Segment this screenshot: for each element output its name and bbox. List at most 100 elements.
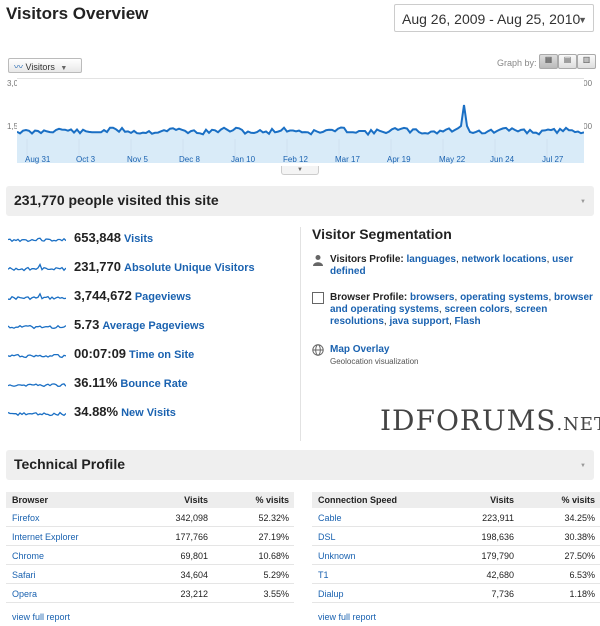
cell-value: 23,212	[180, 589, 208, 599]
metric-row: 00:07:09 Time on Site	[8, 346, 298, 366]
browser-view-full-report-link[interactable]: view full report	[12, 612, 71, 622]
metric-value: 34.88% New Visits	[74, 404, 176, 419]
row-name-link[interactable]: Unknown	[318, 551, 356, 561]
cell-value: 6.53%	[569, 570, 595, 580]
cell-value: 52.32%	[258, 513, 289, 523]
metric-value: 00:07:09 Time on Site	[74, 346, 195, 361]
sparkline	[8, 292, 66, 301]
x-label: Apr 19	[387, 155, 411, 164]
browser-and-os-link[interactable]: browser and operating systems	[330, 292, 593, 315]
table-row: DSL 198,636 30.38%	[312, 527, 600, 546]
technical-profile-banner: Technical Profile ▼	[6, 450, 594, 480]
operating-systems-link[interactable]: operating systems	[460, 292, 549, 303]
cell-value: 42,680	[486, 570, 514, 580]
window-icon	[312, 292, 324, 304]
collapse-graph-toggle[interactable]: ▼	[281, 166, 319, 175]
column-header[interactable]: % visits	[561, 495, 595, 505]
chevron-down-icon[interactable]: ▼	[580, 463, 586, 469]
metric-row: 36.11% Bounce Rate	[8, 375, 298, 395]
row-name-link[interactable]: Internet Explorer	[12, 532, 79, 542]
map-overlay-section: Map Overlay Geolocation visualization	[312, 344, 597, 368]
sparkline	[8, 237, 66, 243]
metric-label-link[interactable]: Time on Site	[129, 349, 195, 361]
metric-row: 231,770 Absolute Unique Visitors	[8, 259, 298, 279]
map-overlay-link[interactable]: Map Overlay	[330, 344, 390, 355]
week-view-icon: ▤	[563, 55, 572, 64]
x-label: Aug 31	[25, 155, 51, 164]
visitors-profile-section: Visitors Profile: languages, network loc…	[312, 254, 597, 278]
map-overlay-description: Geolocation visualization	[330, 357, 419, 366]
x-label: Jul 27	[542, 155, 564, 164]
column-header[interactable]: Connection Speed	[318, 495, 398, 505]
metric-label-link[interactable]: Bounce Rate	[120, 378, 188, 390]
day-view-icon: ▦	[544, 55, 553, 64]
java-support-link[interactable]: java support	[389, 316, 449, 327]
column-header[interactable]: Visits	[184, 495, 208, 505]
metric-value: 36.11% Bounce Rate	[74, 375, 188, 390]
metric-value: 653,848 Visits	[74, 230, 154, 245]
metric-value: 3,744,672 Pageviews	[74, 288, 192, 303]
row-name-link[interactable]: Cable	[318, 513, 342, 523]
summary-headline: 231,770 people visited this site	[14, 192, 219, 208]
chevron-down-icon[interactable]: ▼	[580, 199, 586, 205]
metric-label-link[interactable]: Average Pageviews	[102, 320, 205, 332]
row-name-link[interactable]: Firefox	[12, 513, 40, 523]
browser-profile-section: Browser Profile: browsers, operating sys…	[312, 292, 597, 328]
metric-label-link[interactable]: New Visits	[121, 407, 176, 419]
x-label: May 22	[439, 155, 466, 164]
section-divider	[300, 227, 301, 441]
table-header: Connection Speed Visits % visits	[312, 492, 600, 508]
date-range-picker[interactable]: Aug 26, 2009 - Aug 25, 2010 ▼	[394, 4, 594, 32]
graph-by-month-button[interactable]: ▥	[577, 54, 596, 69]
row-name-link[interactable]: Opera	[12, 589, 38, 599]
segmentation-title: Visitor Segmentation	[312, 226, 452, 242]
column-header[interactable]: Browser	[12, 495, 49, 505]
metric-row: 34.88% New Visits	[8, 404, 298, 424]
screen-resolutions-link[interactable]: screen resolutions	[330, 304, 548, 327]
cell-value: 223,911	[482, 513, 514, 523]
summary-banner: 231,770 people visited this site ▼	[6, 186, 594, 216]
sparkline	[8, 263, 66, 272]
row-name-link[interactable]: Dialup	[318, 589, 344, 599]
x-label: Jun 24	[490, 155, 515, 164]
table-row: Unknown 179,790 27.50%	[312, 546, 600, 565]
graph-by-label: Graph by:	[497, 58, 537, 68]
technical-profile-title: Technical Profile	[14, 456, 125, 472]
graph-by-day-button[interactable]: ▦	[539, 54, 558, 69]
column-header[interactable]: Visits	[490, 495, 514, 505]
user-defined-link[interactable]: user defined	[330, 254, 574, 277]
connection-view-full-report-link[interactable]: view full report	[318, 612, 377, 622]
sparkline	[8, 324, 66, 330]
cell-value: 177,766	[175, 532, 208, 542]
table-row: Chrome 69,801 10.68%	[6, 546, 294, 565]
flash-link[interactable]: Flash	[454, 316, 481, 327]
metric-select-label: Visitors	[25, 62, 55, 72]
chevron-down-icon: ▼	[578, 15, 587, 25]
cell-value: 34.25%	[564, 513, 595, 523]
metric-label-link[interactable]: Absolute Unique Visitors	[124, 262, 255, 274]
row-name-link[interactable]: Chrome	[12, 551, 45, 561]
metric-select-button[interactable]: 〰 Visitors ▼	[8, 58, 82, 73]
metric-value: 5.73 Average Pageviews	[74, 317, 205, 332]
chevron-down-icon: ▼	[60, 65, 68, 72]
cell-value: 198,636	[481, 532, 514, 542]
line-chart-icon: 〰	[14, 62, 24, 72]
row-name-link[interactable]: Safari	[12, 570, 36, 580]
row-name-link[interactable]: T1	[318, 570, 329, 580]
screen-colors-link[interactable]: screen colors	[444, 304, 510, 315]
visitors-chart[interactable]	[16, 78, 585, 163]
metric-label-link[interactable]: Pageviews	[134, 291, 192, 303]
metric-label-link[interactable]: Visits	[124, 233, 154, 245]
x-label: Mar 17	[335, 155, 360, 164]
visitors-profile-label: Visitors Profile:	[330, 254, 404, 265]
network-locations-link[interactable]: network locations	[461, 254, 547, 265]
sparkline	[8, 411, 66, 417]
languages-link[interactable]: languages	[406, 254, 456, 265]
x-label: Dec 8	[179, 155, 200, 164]
table-row: Opera 23,212 3.55%	[6, 584, 294, 603]
column-header[interactable]: % visits	[255, 495, 289, 505]
table-row: Internet Explorer 177,766 27.19%	[6, 527, 294, 546]
browsers-link[interactable]: browsers	[410, 292, 455, 303]
row-name-link[interactable]: DSL	[318, 532, 336, 542]
graph-by-week-button[interactable]: ▤	[558, 54, 577, 69]
